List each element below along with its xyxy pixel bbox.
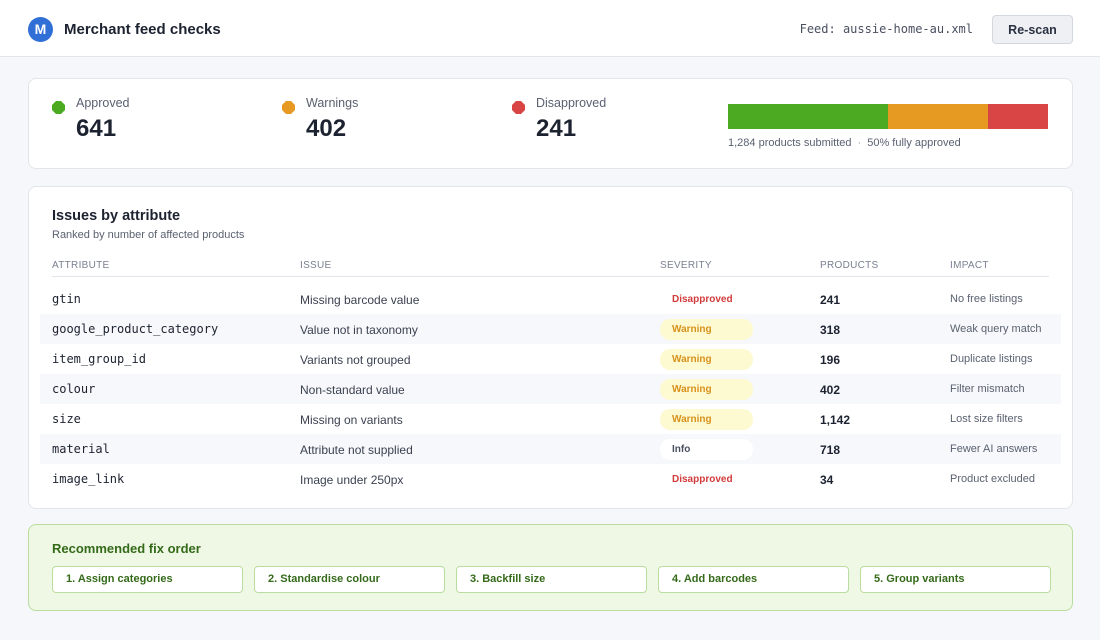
fix-step-button[interactable]: 2. Standardise colour [254,566,445,593]
impact-cell: No free listings [950,293,1023,305]
attribute-cell: material [52,442,110,456]
impact-cell: Filter mismatch [950,383,1025,395]
products-count-cell: 402 [820,383,841,397]
stat-approved-value: 641 [76,115,117,142]
app-logo: M [28,17,53,42]
submitted-count-text: 1,284 products submitted [728,137,852,149]
fix-order-title: Recommended fix order [52,541,201,556]
bar-caption: 1,284 products submitted · 50% fully appro… [728,137,961,149]
impact-cell: Duplicate listings [950,353,1033,365]
approved-percent-text: 50% fully approved [867,137,961,149]
approved-status-icon [52,101,65,114]
table-row[interactable]: size Missing on variants Warning 1,142 Lost … [40,404,1061,434]
issues-title: Issues by attribute [52,208,181,224]
fix-order-panel: Recommended fix order 1. Assign categori… [28,524,1073,611]
issue-cell: Non-standard value [300,383,405,397]
table-row[interactable]: image_link Image under 250px Disapproved 34… [40,464,1061,494]
table-row[interactable]: item_group_id Variants not grouped Warning… [40,344,1061,374]
attribute-cell: colour [52,382,96,396]
stat-disapproved-label: Disapproved [536,96,607,110]
status-summary-card: Approved 641 Warnings 402 Disapproved 24… [28,78,1073,169]
issue-cell: Image under 250px [300,473,404,487]
issue-cell: Attribute not supplied [300,443,413,457]
bar-segment-warnings [887,104,988,129]
products-count-cell: 1,142 [820,413,851,427]
severity-badge: Warning [660,379,753,400]
impact-cell: Fewer AI answers [950,443,1038,455]
severity-badge: Warning [660,319,753,340]
column-header-products: PRODUCTS [820,260,879,271]
attribute-cell: item_group_id [52,352,146,366]
rescan-button[interactable]: Re-scan [992,15,1073,44]
fix-step-button[interactable]: 5. Group variants [860,566,1051,593]
impact-cell: Weak query match [950,323,1042,335]
severity-badge: Warning [660,349,753,370]
fix-step-button[interactable]: 4. Add barcodes [658,566,849,593]
products-count-cell: 34 [820,473,834,487]
stat-disapproved-value: 241 [536,115,577,142]
column-header-issue: ISSUE [300,260,332,271]
issues-subtitle: Ranked by number of affected products [52,229,245,241]
table-row[interactable]: colour Non-standard value Warning 402 Filter… [40,374,1061,404]
stat-warnings-label: Warnings [306,96,359,110]
impact-cell: Product excluded [950,473,1035,485]
severity-badge: Disapproved [672,294,733,305]
impact-cell: Lost size filters [950,413,1023,425]
page-title: Merchant feed checks [64,21,221,38]
stat-warnings-value: 402 [306,115,347,142]
column-header-severity: SEVERITY [660,260,712,271]
status-distribution-bar [728,104,1048,129]
severity-badge: Disapproved [672,474,733,485]
table-row[interactable]: google_product_category Value not in taxo… [40,314,1061,344]
products-count-cell: 318 [820,323,841,337]
fix-step-button[interactable]: 3. Backfill size [456,566,647,593]
issues-card: Issues by attribute Ranked by number of … [28,186,1073,509]
column-header-attribute: ATTRIBUTE [52,260,110,271]
disapproved-status-icon [512,101,525,114]
attribute-cell: image_link [52,472,125,486]
column-header-impact: IMPACT [950,260,989,271]
fix-step-button[interactable]: 1. Assign categories [52,566,243,593]
attribute-cell: gtin [52,292,81,306]
bar-segment-approved [728,104,888,129]
severity-badge: Info [660,439,753,460]
feed-name-label: Feed: aussie-home-au.xml [799,22,973,36]
issues-table-header: ATTRIBUTE ISSUE SEVERITY PRODUCTS IMPACT [52,260,1049,277]
issue-cell: Missing on variants [300,413,403,427]
attribute-cell: size [52,412,81,426]
issue-cell: Value not in taxonomy [300,323,418,337]
table-row[interactable]: gtin Missing barcode value Disapproved 241 N… [40,284,1061,314]
warning-status-icon [282,101,295,114]
products-count-cell: 718 [820,443,841,457]
table-row[interactable]: material Attribute not supplied Info 718 Few… [40,434,1061,464]
stat-approved-label: Approved [76,96,130,110]
products-count-cell: 241 [820,293,841,307]
bar-segment-disapproved [987,104,1048,129]
issue-cell: Missing barcode value [300,293,420,307]
caption-separator: · [857,137,862,149]
issue-cell: Variants not grouped [300,353,411,367]
products-count-cell: 196 [820,353,841,367]
attribute-cell: google_product_category [52,322,219,336]
severity-badge: Warning [660,409,753,430]
app-header: M Merchant feed checks Feed: aussie-home… [0,0,1100,57]
